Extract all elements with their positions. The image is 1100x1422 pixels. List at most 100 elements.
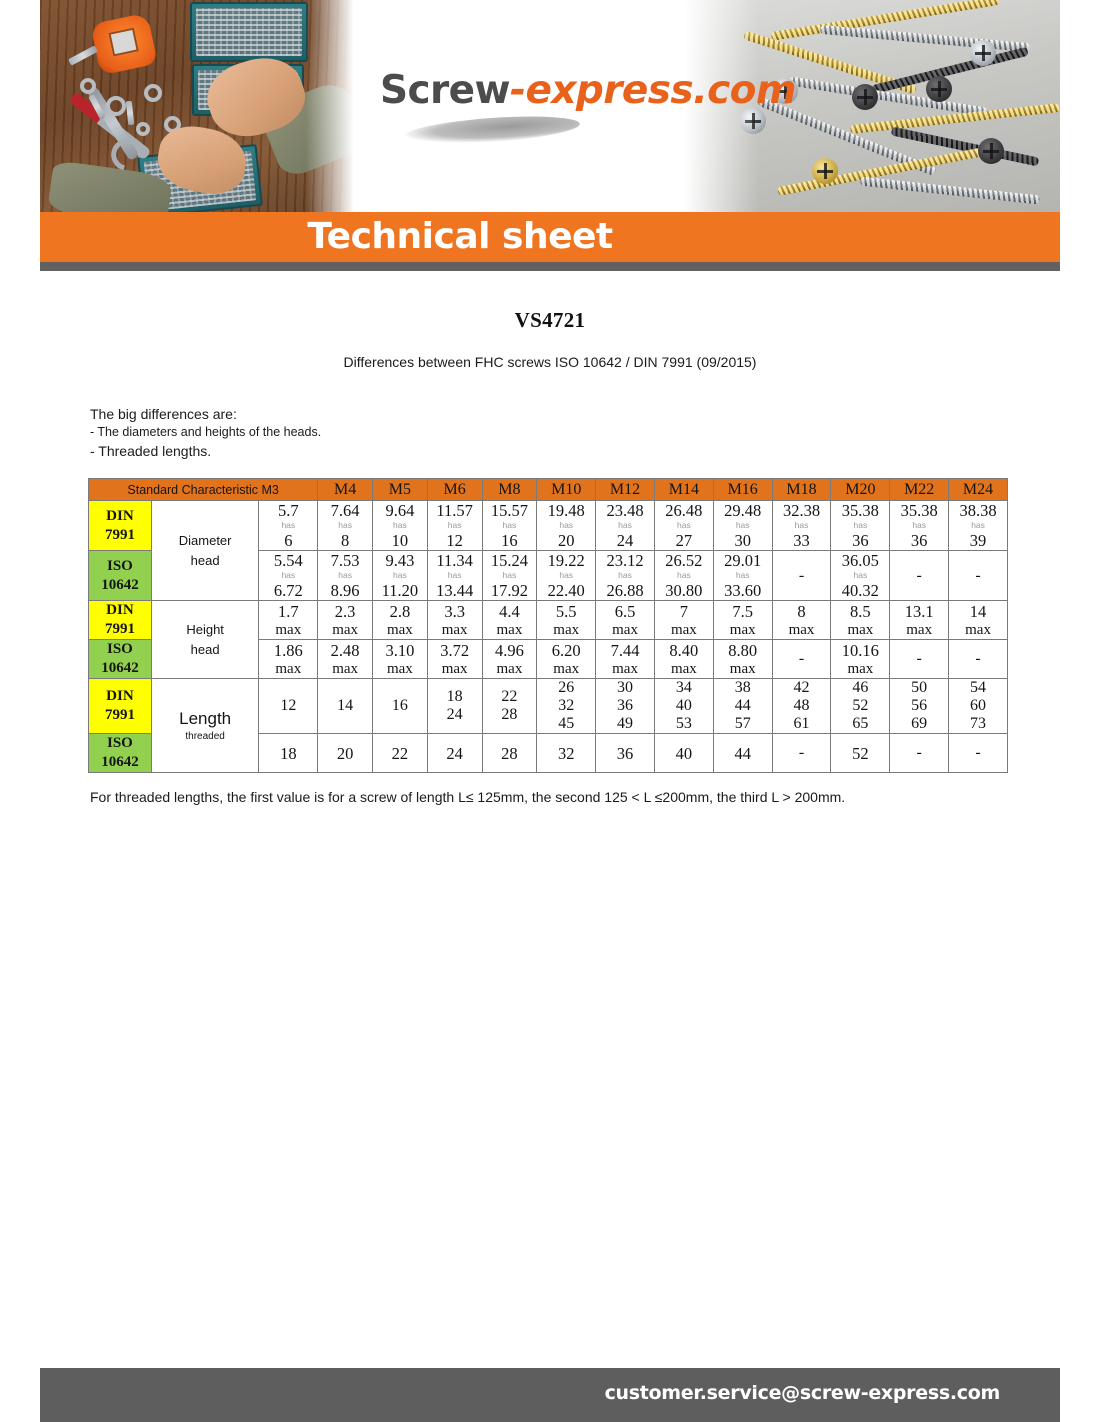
value-top: 38.38 — [959, 501, 997, 520]
cell-diameter-iso-m14: 26.52 has 30.80 — [653, 550, 714, 601]
value-separator: has — [393, 570, 407, 580]
value-top: 7.44 — [610, 640, 640, 660]
value-bottom: 36 — [910, 531, 928, 550]
spec-table: Standard Characteristic M3 M4 M5 M6 M8 M… — [87, 478, 1008, 773]
cell-diameter-iso-m12: 23.12 has 26.88 — [595, 550, 655, 601]
standard-iso-line2: 10642 — [101, 576, 139, 593]
brand-logo[interactable]: Screw-express.com — [380, 68, 797, 158]
cell-diameter-din-m20: 35.38 has 36 — [830, 500, 891, 551]
value-3: 61 — [793, 715, 810, 732]
banner-title-bar: Technical sheet — [40, 212, 1060, 262]
value-top: 6.5 — [614, 601, 636, 621]
value-top: 8 — [797, 601, 806, 621]
value-3: 65 — [852, 715, 869, 732]
value-bottom: 24 — [616, 531, 634, 550]
value-qualifier: max — [906, 621, 933, 638]
value-bottom: 8.96 — [330, 581, 360, 600]
cell-diameter-iso-m10: 19.22 has 22.40 — [536, 550, 597, 601]
cell-length-din-m6: 18 24 — [426, 678, 483, 734]
standard-din-line2: 7991 — [104, 621, 135, 637]
standard-label-iso: ISO 10642 — [88, 639, 152, 679]
value-2: 40 — [675, 697, 692, 714]
cell-length-iso-m12: 36 — [595, 733, 655, 773]
value-qualifier: max — [612, 621, 638, 638]
value-separator: has — [393, 520, 407, 530]
cell-diameter-din-m3: 5.7 has 6 — [258, 500, 319, 551]
value-bottom: 30.80 — [665, 581, 703, 600]
cell-diameter-din-m16: 29.48 has 30 — [712, 500, 773, 551]
value-qualifier: max — [553, 660, 580, 677]
value-top: 26.52 — [665, 551, 703, 570]
value-1: 14 — [337, 697, 354, 714]
value-top: 8.5 — [850, 601, 871, 621]
logo-swoosh-icon — [403, 111, 581, 149]
value-top: 5.5 — [555, 601, 577, 621]
washer-icon — [106, 96, 126, 116]
cell-height-iso-m22: - — [889, 639, 950, 679]
cell-diameter-din-m12: 23.48 has 24 — [595, 500, 655, 551]
contact-email[interactable]: customer.service@screw-express.com — [604, 1382, 1001, 1404]
value-qualifier: max — [496, 621, 523, 638]
cell-length-din-m4: 14 — [317, 678, 373, 734]
value-bottom: 33 — [793, 531, 810, 550]
column-header-m18: M18 — [771, 478, 832, 501]
workbench-photo — [40, 0, 358, 212]
value-top: 15.57 — [490, 501, 528, 520]
value-separator: has — [559, 520, 574, 530]
value-2: 60 — [970, 697, 987, 714]
screw-head-icon — [772, 78, 798, 104]
value-qualifier: max — [788, 621, 815, 638]
value-1: 26 — [558, 679, 575, 696]
column-header-m4: M4 — [317, 478, 373, 501]
value-bottom: 17.92 — [490, 581, 528, 600]
cell-diameter-din-m4: 7.64 has 8 — [317, 500, 373, 551]
value-bottom: 6 — [284, 531, 293, 550]
value-bottom: 36 — [852, 531, 869, 550]
value-top: 23.48 — [606, 501, 644, 520]
value-separator: has — [735, 570, 750, 580]
intro-line-1: The big differences are: — [90, 406, 237, 422]
table-row: ISO 10642 1.86 max 2.48 max 3.10 max — [88, 639, 1008, 679]
value-2: 48 — [793, 697, 810, 714]
cell-diameter-din-m14: 26.48 has 27 — [653, 500, 714, 551]
value-separator: has — [794, 520, 809, 530]
column-header-m8: M8 — [481, 478, 538, 501]
value-qualifier: max — [386, 660, 413, 677]
banner-title: Technical sheet — [307, 216, 613, 257]
table-row: DIN 7991 Height head 1.7 max 2.3 max — [88, 600, 1008, 679]
characteristic-height-head: Height head — [150, 600, 260, 679]
header-divider — [40, 262, 1060, 271]
column-header-m24: M24 — [948, 478, 1008, 501]
value-separator: has — [559, 570, 574, 580]
value-1: 34 — [675, 679, 692, 696]
value-qualifier: max — [847, 621, 874, 638]
value-qualifier: max — [612, 660, 638, 677]
cell-height-din-m12: 6.5 max — [595, 600, 655, 640]
value-1: 46 — [852, 679, 869, 696]
value-bottom: 40.32 — [841, 581, 879, 600]
logo-text-primary: Screw — [380, 68, 511, 113]
cell-length-iso-m6: 24 — [426, 733, 483, 773]
standard-label-din: DIN 7991 — [88, 500, 152, 551]
value-qualifier: max — [441, 621, 468, 638]
standard-din-line1: DIN — [106, 688, 134, 704]
value-qualifier: max — [553, 621, 580, 638]
column-header-m10: M10 — [536, 478, 597, 501]
value-top: 13.1 — [904, 601, 934, 621]
value-top: 15.24 — [490, 551, 528, 570]
value-1: 18 — [446, 688, 463, 705]
value-2: 56 — [911, 697, 928, 714]
value-separator: has — [618, 520, 632, 530]
value-bottom: 33.60 — [724, 581, 762, 600]
cell-diameter-iso-m22: - — [889, 550, 950, 601]
cell-length-iso-m18: - — [771, 733, 832, 773]
value-bottom: 6.72 — [273, 581, 303, 600]
cell-height-iso-m4: 2.48 max — [317, 639, 373, 679]
value-top: 2.3 — [334, 601, 356, 621]
value-2: 24 — [446, 706, 463, 723]
cell-length-din-m5: 16 — [372, 678, 428, 734]
cell-height-din-m4: 2.3 max — [317, 600, 373, 640]
value-2: 44 — [734, 697, 751, 714]
value-separator: has — [971, 520, 985, 530]
